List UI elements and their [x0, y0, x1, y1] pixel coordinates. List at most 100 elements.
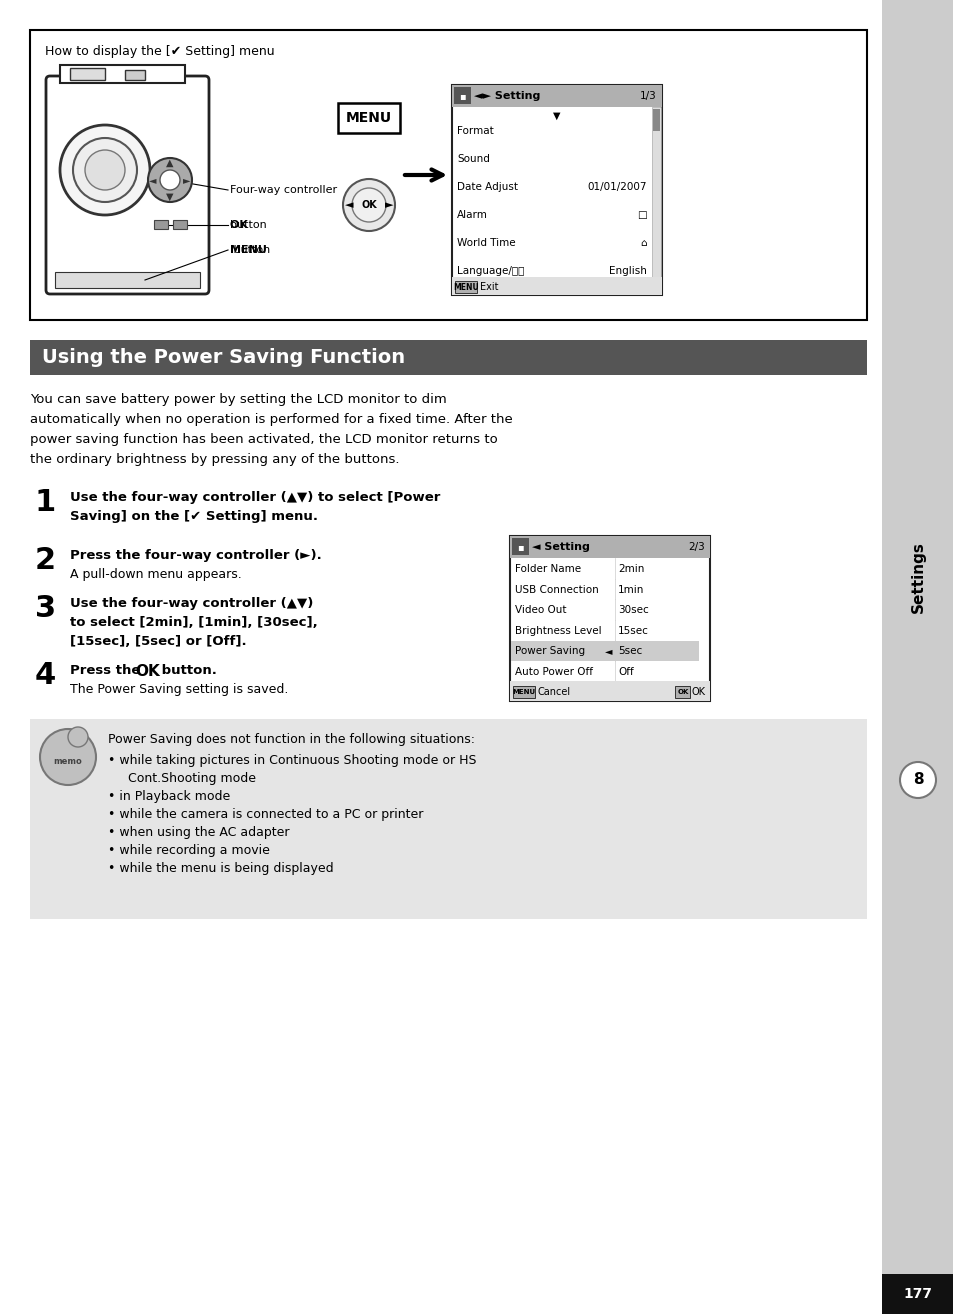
- Text: ◄ Setting: ◄ Setting: [532, 541, 589, 552]
- Text: ▲: ▲: [166, 158, 173, 168]
- Text: USB Connection: USB Connection: [515, 585, 598, 595]
- Text: Language/言語: Language/言語: [456, 265, 524, 276]
- Bar: [675, 686, 689, 698]
- Bar: [452, 277, 661, 296]
- Text: Cancel: Cancel: [537, 687, 571, 696]
- Text: Using the Power Saving Function: Using the Power Saving Function: [42, 348, 405, 367]
- Text: button: button: [230, 244, 270, 255]
- Circle shape: [85, 150, 125, 191]
- Text: ▼: ▼: [553, 110, 560, 121]
- Text: Auto Power Off: Auto Power Off: [515, 666, 593, 677]
- Text: ◄: ◄: [344, 200, 353, 210]
- Bar: [455, 281, 476, 293]
- Bar: [510, 536, 709, 558]
- Bar: [882, 0, 953, 1314]
- Text: 01/01/2007: 01/01/2007: [587, 183, 646, 192]
- FancyBboxPatch shape: [337, 102, 399, 133]
- Text: MENU: MENU: [230, 244, 267, 255]
- Text: Folder Name: Folder Name: [515, 564, 580, 574]
- Text: Saving] on the [✔ Setting] menu.: Saving] on the [✔ Setting] menu.: [70, 510, 317, 523]
- Circle shape: [40, 729, 96, 784]
- Text: 30sec: 30sec: [618, 606, 648, 615]
- Text: 15sec: 15sec: [618, 625, 648, 636]
- Text: • when using the AC adapter: • when using the AC adapter: [108, 827, 289, 840]
- Text: • in Playback mode: • in Playback mode: [108, 790, 230, 803]
- Text: • while recording a movie: • while recording a movie: [108, 844, 270, 857]
- Text: Date Adjust: Date Adjust: [456, 183, 517, 192]
- Text: The Power Saving setting is saved.: The Power Saving setting is saved.: [70, 683, 288, 696]
- Text: button: button: [230, 219, 267, 230]
- Bar: [125, 70, 145, 80]
- Text: Use the four-way controller (▲▼): Use the four-way controller (▲▼): [70, 597, 313, 610]
- Bar: [652, 109, 659, 131]
- Text: Sound: Sound: [456, 154, 489, 164]
- FancyBboxPatch shape: [46, 76, 209, 294]
- Text: ⌂: ⌂: [639, 238, 646, 248]
- Text: You can save battery power by setting the LCD monitor to dim: You can save battery power by setting th…: [30, 393, 446, 406]
- Text: Power Saving does not function in the following situations:: Power Saving does not function in the fo…: [108, 733, 475, 746]
- Text: 2/3: 2/3: [687, 541, 704, 552]
- Text: ◄: ◄: [149, 175, 156, 185]
- Bar: [70, 68, 105, 80]
- Text: 8: 8: [912, 773, 923, 787]
- Text: Press the four-way controller (►).: Press the four-way controller (►).: [70, 549, 321, 562]
- Text: 5sec: 5sec: [618, 646, 641, 656]
- Bar: [55, 272, 200, 288]
- Text: Video Out: Video Out: [515, 606, 566, 615]
- Text: OK: OK: [691, 687, 705, 696]
- Text: 4: 4: [35, 661, 56, 690]
- Text: [15sec], [5sec] or [Off].: [15sec], [5sec] or [Off].: [70, 635, 247, 648]
- Text: Format: Format: [456, 126, 494, 137]
- Text: MENU: MENU: [453, 283, 478, 292]
- Text: ▼: ▼: [166, 192, 173, 202]
- Text: Off: Off: [618, 666, 633, 677]
- Text: • while the camera is connected to a PC or printer: • while the camera is connected to a PC …: [108, 808, 423, 821]
- Text: the ordinary brightness by pressing any of the buttons.: the ordinary brightness by pressing any …: [30, 453, 399, 466]
- Bar: [30, 719, 866, 918]
- Bar: [172, 219, 187, 229]
- Text: Four-way controller: Four-way controller: [230, 185, 336, 194]
- Text: ▪: ▪: [517, 541, 523, 552]
- Text: A pull-down menu appears.: A pull-down menu appears.: [70, 568, 241, 581]
- Text: World Time: World Time: [456, 238, 515, 248]
- Text: ►: ►: [183, 175, 191, 185]
- Bar: [452, 85, 661, 296]
- Text: OK: OK: [361, 200, 376, 210]
- Circle shape: [60, 125, 150, 215]
- Text: 2: 2: [35, 547, 56, 576]
- Circle shape: [899, 762, 935, 798]
- Bar: [30, 340, 866, 374]
- Circle shape: [343, 179, 395, 231]
- Text: Settings: Settings: [909, 541, 924, 612]
- Text: • while the menu is being displayed: • while the menu is being displayed: [108, 862, 334, 875]
- Text: ►: ►: [384, 200, 393, 210]
- Text: 3: 3: [35, 594, 56, 623]
- Text: How to display the [✔ Setting] menu: How to display the [✔ Setting] menu: [45, 46, 274, 59]
- Bar: [512, 537, 529, 555]
- Bar: [511, 641, 699, 661]
- Text: 1/3: 1/3: [639, 91, 657, 101]
- Circle shape: [352, 188, 386, 222]
- Text: Power Saving: Power Saving: [515, 646, 584, 656]
- Text: 2min: 2min: [618, 564, 643, 574]
- Bar: [882, 1275, 953, 1314]
- Text: automatically when no operation is performed for a fixed time. After the: automatically when no operation is perfo…: [30, 413, 512, 426]
- Text: Use the four-way controller (▲▼) to select [Power: Use the four-way controller (▲▼) to sele…: [70, 491, 440, 505]
- Bar: [153, 219, 168, 229]
- Bar: [30, 30, 866, 321]
- Text: Cont.Shooting mode: Cont.Shooting mode: [116, 773, 255, 784]
- Bar: [454, 87, 471, 104]
- Text: Exit: Exit: [479, 283, 498, 292]
- Bar: [513, 686, 535, 698]
- Bar: [60, 64, 185, 83]
- Text: Brightness Level: Brightness Level: [515, 625, 601, 636]
- Bar: [510, 536, 709, 700]
- Text: 177: 177: [902, 1286, 931, 1301]
- Text: □: □: [637, 210, 646, 219]
- Text: 1: 1: [35, 487, 56, 516]
- Text: Alarm: Alarm: [456, 210, 487, 219]
- Circle shape: [160, 170, 180, 191]
- Text: MENU: MENU: [512, 689, 535, 695]
- Text: ◄► Setting: ◄► Setting: [474, 91, 539, 101]
- Bar: [651, 106, 660, 277]
